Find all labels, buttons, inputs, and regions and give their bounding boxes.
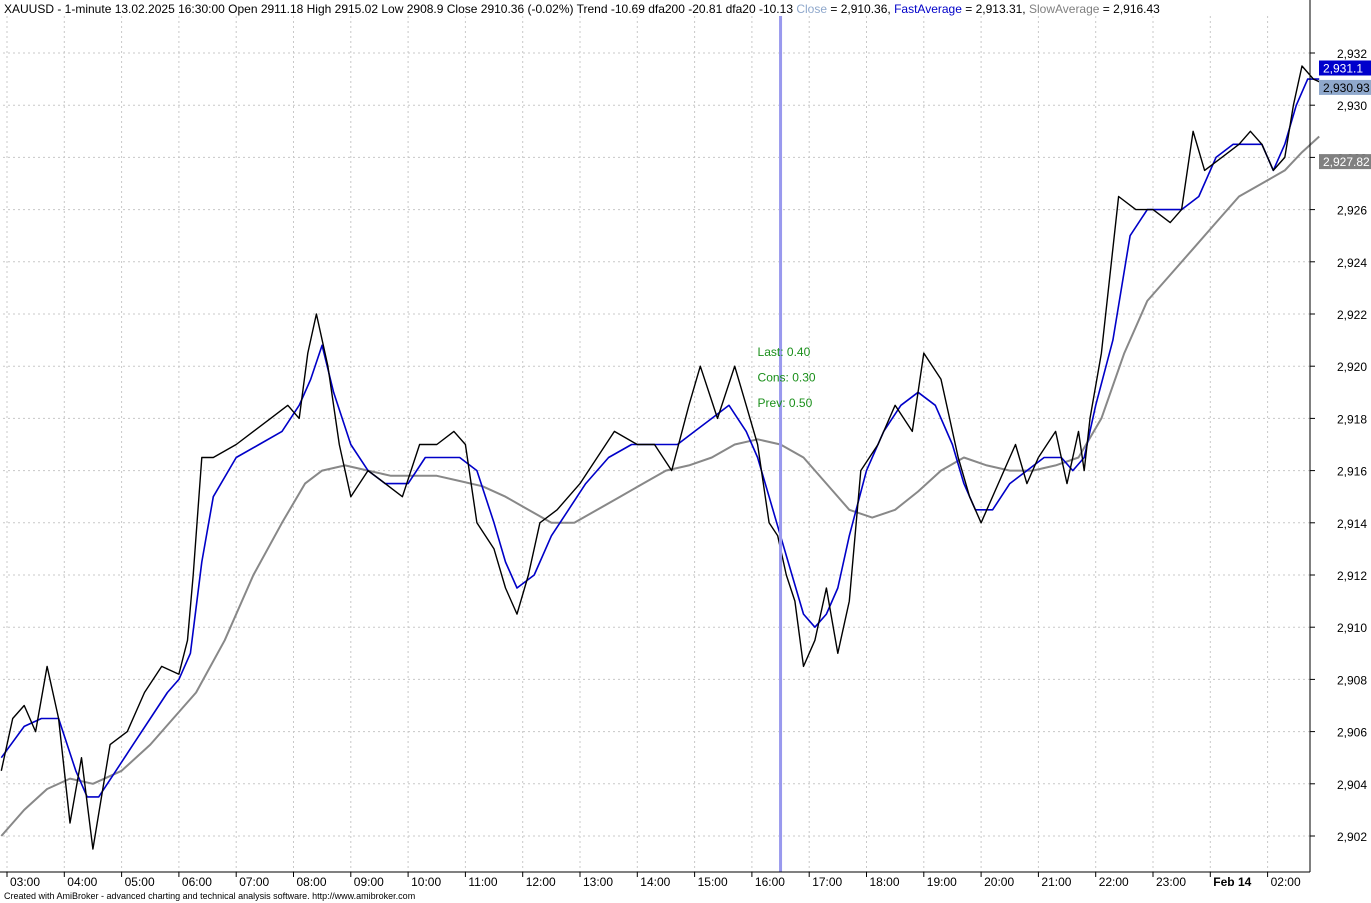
info-prefix: XAUUSD - 1-minute 13.02.2025 16:30:00 Op… xyxy=(4,2,797,16)
y-tick-label: 2,918 xyxy=(1337,412,1367,426)
x-tick-label: 03:00 xyxy=(10,875,40,889)
x-tick-label: 11:00 xyxy=(468,875,497,889)
x-tick-label: 22:00 xyxy=(1099,875,1129,889)
fast-average-label: FastAverage xyxy=(894,2,962,16)
x-axis: 03:00 04:00 05:00 06:00 07:00 08:00 09:00 10:00… xyxy=(0,871,1310,889)
price-tags: 2,931.1 2,930.93 2,927.82 xyxy=(1319,60,1371,170)
x-tick-label: 14:00 xyxy=(640,875,670,889)
price-tag-label: 2,930.93 xyxy=(1323,81,1370,95)
x-tick-label: 18:00 xyxy=(870,875,900,889)
close-value: = 2,910.36, xyxy=(827,2,895,16)
x-tick-label: 15:00 xyxy=(698,875,728,889)
series-slowaverage xyxy=(0,135,1320,837)
annotation-1: Last: 0.40 xyxy=(758,345,811,359)
annotation-2: Cons: 0.30 xyxy=(758,371,816,385)
series-layer xyxy=(0,65,1320,850)
x-tick-label: 13:00 xyxy=(583,875,613,889)
x-tick-label: 02:00 xyxy=(1271,875,1301,889)
price-tag xyxy=(1319,79,1371,95)
x-tick-label: 07:00 xyxy=(239,875,269,889)
price-tag-label: 2,927.82 xyxy=(1323,155,1370,169)
y-tick-label: 2,930 xyxy=(1337,99,1367,113)
y-tick-label: 2,914 xyxy=(1337,517,1367,531)
x-tick-label: 17:00 xyxy=(812,875,842,889)
x-tick-label: 21:00 xyxy=(1041,875,1071,889)
price-tag xyxy=(1319,60,1371,76)
slow-average-value: = 2,916.43 xyxy=(1099,2,1160,16)
y-tick-label: 2,910 xyxy=(1337,621,1367,635)
series-fastaverage xyxy=(0,78,1320,798)
annotation-text: Last: 0.40 Cons: 0.30 Prev: 0.50 xyxy=(758,345,816,410)
x-tick-label: Feb 14 xyxy=(1213,875,1251,889)
y-tick-label: 2,912 xyxy=(1337,569,1367,583)
y-tick-label: 2,924 xyxy=(1337,256,1367,270)
x-tick-label: 16:00 xyxy=(755,875,785,889)
x-tick-label: 08:00 xyxy=(297,875,327,889)
x-tick-label: 05:00 xyxy=(125,875,155,889)
y-tick-label: 2,922 xyxy=(1337,308,1367,322)
y-tick-label: 2,932 xyxy=(1337,47,1367,61)
x-tick-label: 06:00 xyxy=(182,875,212,889)
x-tick-label: 23:00 xyxy=(1156,875,1186,889)
y-tick-label: 2,906 xyxy=(1337,726,1367,740)
close-label: Close xyxy=(796,2,828,16)
series-close xyxy=(0,65,1320,850)
y-tick-label: 2,908 xyxy=(1337,673,1367,687)
y-tick-label: 2,920 xyxy=(1337,360,1367,374)
y-tick-label: 2,902 xyxy=(1337,830,1367,844)
price-tag xyxy=(1319,154,1371,170)
y-tick-label: 2,904 xyxy=(1337,778,1367,792)
x-tick-label: 19:00 xyxy=(927,875,957,889)
y-axis: 2,902 2,904 2,906 2,908 2,910 2,912 2,914 2,916… xyxy=(1309,0,1367,872)
slow-average-label: SlowAverage xyxy=(1028,2,1100,16)
x-tick-label: 20:00 xyxy=(984,875,1014,889)
y-tick-label: 2,926 xyxy=(1337,204,1367,218)
fast-average-value: = 2,913.31, xyxy=(961,2,1029,16)
footer-credit: Created with AmiBroker - advanced charti… xyxy=(4,891,416,901)
annotation-3: Prev: 0.50 xyxy=(758,396,813,410)
x-tick-label: 12:00 xyxy=(526,875,556,889)
price-tag-label: 2,931.1 xyxy=(1323,61,1363,75)
info-bar: XAUUSD - 1-minute 13.02.2025 16:30:00 Op… xyxy=(4,2,1160,16)
x-tick-label: 10:00 xyxy=(411,875,441,889)
x-tick-label: 09:00 xyxy=(354,875,384,889)
x-tick-label: 04:00 xyxy=(67,875,97,889)
y-tick-label: 2,916 xyxy=(1337,465,1367,479)
